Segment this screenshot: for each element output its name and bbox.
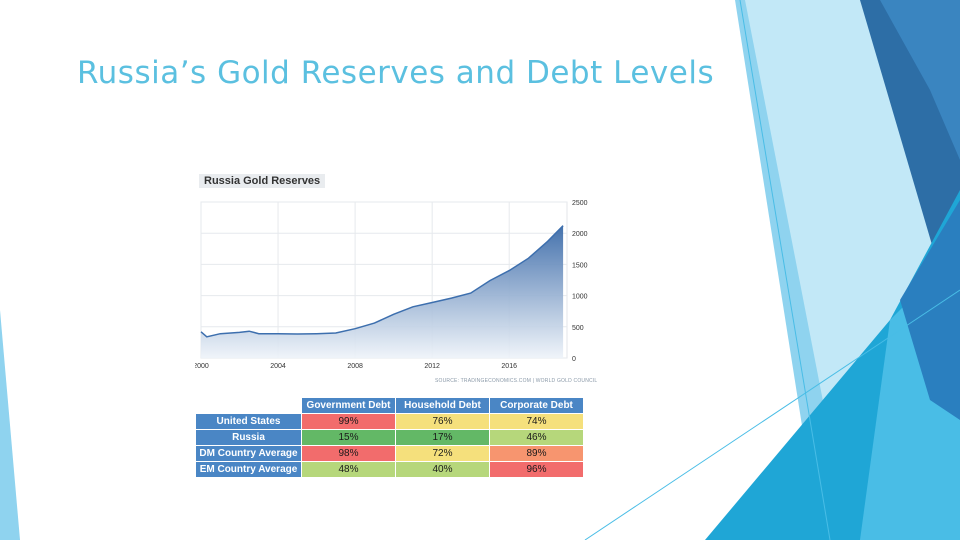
table-cell: 76%: [395, 413, 490, 430]
debt-table-body: United States 99% 76% 74% Russia 15% 17% 46% DM …: [195, 413, 584, 478]
table-cell: 96%: [489, 461, 584, 478]
x-tick-label: 2004: [270, 363, 286, 370]
table-row: Russia 15% 17% 46%: [195, 429, 584, 446]
y-tick-label: 0: [572, 356, 576, 363]
deco-shape-mid: [880, 0, 960, 160]
y-tick-label: 1500: [572, 262, 588, 269]
deco-thin-line-2: [739, 0, 831, 540]
row-label: DM Country Average: [195, 445, 302, 462]
table-row: DM Country Average 98% 72% 89%: [195, 445, 584, 462]
table-cell: 98%: [301, 445, 396, 462]
table-cell: 15%: [301, 429, 396, 446]
table-cell: 74%: [489, 413, 584, 430]
table-cell: 99%: [301, 413, 396, 430]
column-header-corporate-debt: Corporate Debt: [489, 397, 584, 414]
x-tick-label: 2012: [424, 363, 440, 370]
row-label: United States: [195, 413, 302, 430]
x-tick-label: 2016: [501, 363, 517, 370]
debt-table: Government Debt Household Debt Corporate…: [195, 397, 584, 478]
x-tick-label: 2000: [195, 363, 209, 370]
deco-thin-line: [584, 289, 960, 540]
table-row: EM Country Average 48% 40% 96%: [195, 461, 584, 478]
deco-shape-left: [0, 310, 20, 540]
row-label: EM Country Average: [195, 461, 302, 478]
y-tick-label: 2000: [572, 231, 588, 238]
y-tick-label: 2500: [572, 200, 588, 207]
x-tick-label: 2008: [347, 363, 363, 370]
gold-reserves-chart: 0 500 1000 1500 2000 2500 2000 2004 2008 2012 2016: [195, 170, 595, 390]
y-tick-label: 1000: [572, 294, 588, 301]
debt-table-corner: [195, 397, 302, 414]
series-area: [201, 225, 564, 358]
chart-canvas: 0 500 1000 1500 2000 2500 2000 2004 2008 2012 2016: [195, 200, 588, 370]
row-label: Russia: [195, 429, 302, 446]
table-cell: 48%: [301, 461, 396, 478]
chart-title: Russia Gold Reserves: [199, 174, 326, 188]
table-cell: 17%: [395, 429, 490, 446]
chart-source: SOURCE: TRADINGECONOMICS.COM | WORLD GOL…: [435, 378, 598, 384]
table-cell: 40%: [395, 461, 490, 478]
table-cell: 89%: [489, 445, 584, 462]
series-line: [200, 225, 564, 338]
table-cell: 72%: [395, 445, 490, 462]
column-header-household-debt: Household Debt: [395, 397, 490, 414]
column-header-government-debt: Government Debt: [301, 397, 396, 414]
y-tick-label: 500: [572, 325, 584, 332]
slide-title: Russia’s Gold Reserves and Debt Levels: [77, 55, 715, 91]
table-row: United States 99% 76% 74%: [195, 413, 584, 430]
debt-table-header-row: Government Debt Household Debt Corporate…: [195, 397, 584, 414]
table-cell: 46%: [489, 429, 584, 446]
